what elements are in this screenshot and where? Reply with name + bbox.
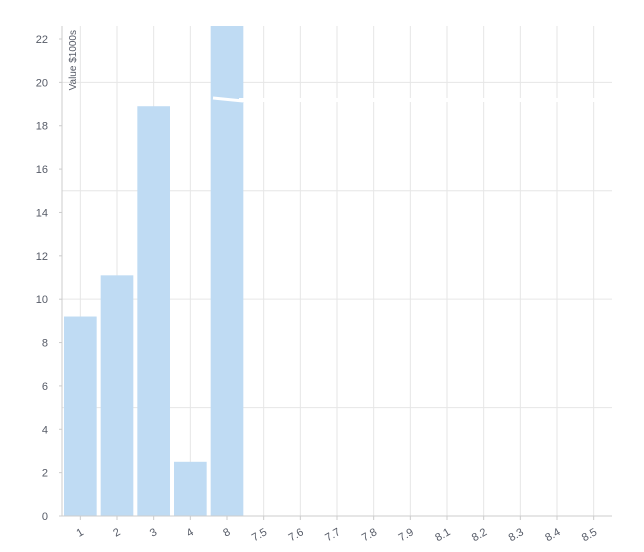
- bar-1: [64, 316, 97, 516]
- y-tick-label: 22: [36, 34, 48, 46]
- y-tick-label: 0: [42, 511, 48, 523]
- x-tick-label: 7.9: [397, 526, 416, 544]
- x-tick-label: 8.3: [507, 526, 526, 544]
- x-tick-label: 8.4: [543, 526, 562, 544]
- y-tick-label: 10: [36, 294, 48, 306]
- y-tick-label: 16: [36, 164, 48, 176]
- y-tick-label: 20: [36, 77, 48, 89]
- y-tick-label: 12: [36, 251, 48, 263]
- axis-break-mark: [212, 96, 244, 103]
- x-tick-label: 8.5: [580, 526, 599, 544]
- bar-3: [137, 106, 170, 516]
- x-tick-label: 7.6: [287, 526, 306, 544]
- axis-break-gap: [239, 98, 612, 102]
- x-tick-label: 8.2: [470, 526, 489, 544]
- y-tick-label: 2: [42, 468, 48, 480]
- axes: [59, 26, 612, 520]
- x-tick-label: 7.8: [360, 526, 379, 544]
- x-tick-label: 4: [185, 526, 196, 539]
- y-tick-label: 18: [36, 121, 48, 133]
- y-tick-label: 4: [42, 424, 48, 436]
- bar-8: [210, 26, 244, 516]
- grid: [62, 26, 612, 517]
- y-tick-label: 8: [42, 338, 48, 350]
- bar-2: [100, 275, 134, 516]
- x-tick-label: 7.5: [250, 526, 269, 544]
- x-tick-label: 3: [148, 526, 159, 539]
- y-tick-label: 14: [36, 207, 48, 219]
- bars: [64, 26, 612, 516]
- x-tick-label: 7.7: [323, 526, 342, 544]
- x-tick-label: 1: [75, 526, 86, 539]
- x-tick-label: 8: [221, 526, 232, 539]
- y-tick-label: 6: [42, 381, 48, 393]
- y-axis-title: Value $1000s: [68, 30, 79, 90]
- x-tick-label: 8.1: [433, 526, 452, 544]
- x-tick-label: 2: [111, 526, 122, 539]
- bar-4: [174, 461, 207, 516]
